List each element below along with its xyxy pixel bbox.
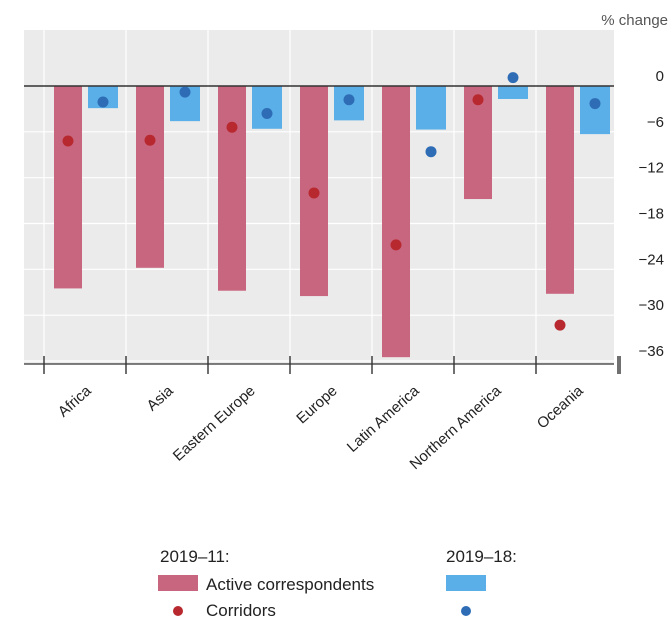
bar-eastern-europe-series-1 xyxy=(252,86,282,129)
unit-label: % change xyxy=(601,12,668,29)
y-tick-label: −18 xyxy=(639,206,664,223)
y-tick-labels: 0 −6 −12 −18 −24 −30 −36 xyxy=(639,68,664,360)
legend-dot-corridors-2019-18 xyxy=(461,606,471,616)
dot-eastern-europe-series-0 xyxy=(226,121,238,133)
y-tick-label: −24 xyxy=(639,251,664,268)
bar-oceania-series-1 xyxy=(580,86,610,135)
y-tick-label: −30 xyxy=(639,297,664,314)
dot-africa-series-1 xyxy=(97,96,109,108)
bar-eastern-europe-series-0 xyxy=(218,86,246,291)
y-tick-label: 0 xyxy=(656,68,664,85)
dot-asia-series-1 xyxy=(179,86,191,98)
legend-swatch-active-correspondents-2019-18 xyxy=(446,575,486,591)
legend-group-label-2: 2019–18: xyxy=(446,547,517,566)
bar-latin-america-series-0 xyxy=(382,86,410,358)
y-tick-label: −12 xyxy=(639,160,664,177)
bar-northern-america-series-1 xyxy=(498,86,528,99)
legend: 2019–11: 2019–18: Active correspondents … xyxy=(158,547,517,620)
bar-latin-america-series-1 xyxy=(416,86,446,130)
bar-asia-series-0 xyxy=(136,86,164,268)
dot-northern-america-series-0 xyxy=(472,94,484,106)
y-tick-label: −6 xyxy=(647,114,664,131)
dot-europe-series-0 xyxy=(308,187,320,199)
legend-group-label-1: 2019–11: xyxy=(160,547,230,566)
dot-latin-america-series-1 xyxy=(425,146,437,158)
x-axis xyxy=(24,356,621,374)
dot-africa-series-0 xyxy=(62,135,74,147)
y-tick-label: −36 xyxy=(639,343,664,360)
dot-oceania-series-1 xyxy=(589,98,601,110)
legend-swatch-active-correspondents-2019-11 xyxy=(158,575,198,591)
gridlines xyxy=(24,30,619,364)
bar-oceania-series-0 xyxy=(546,86,574,294)
dots xyxy=(62,72,601,331)
legend-dot-corridors-2019-11 xyxy=(173,606,183,616)
dot-europe-series-1 xyxy=(343,94,355,106)
dot-oceania-series-0 xyxy=(554,319,566,331)
dot-eastern-europe-series-1 xyxy=(261,108,273,119)
bar-africa-series-0 xyxy=(54,86,82,289)
dot-northern-america-series-1 xyxy=(507,72,519,84)
legend-label-active-correspondents: Active correspondents xyxy=(206,575,374,594)
dot-asia-series-0 xyxy=(144,134,156,146)
dot-latin-america-series-0 xyxy=(390,239,402,251)
legend-label-corridors: Corridors xyxy=(206,601,276,620)
